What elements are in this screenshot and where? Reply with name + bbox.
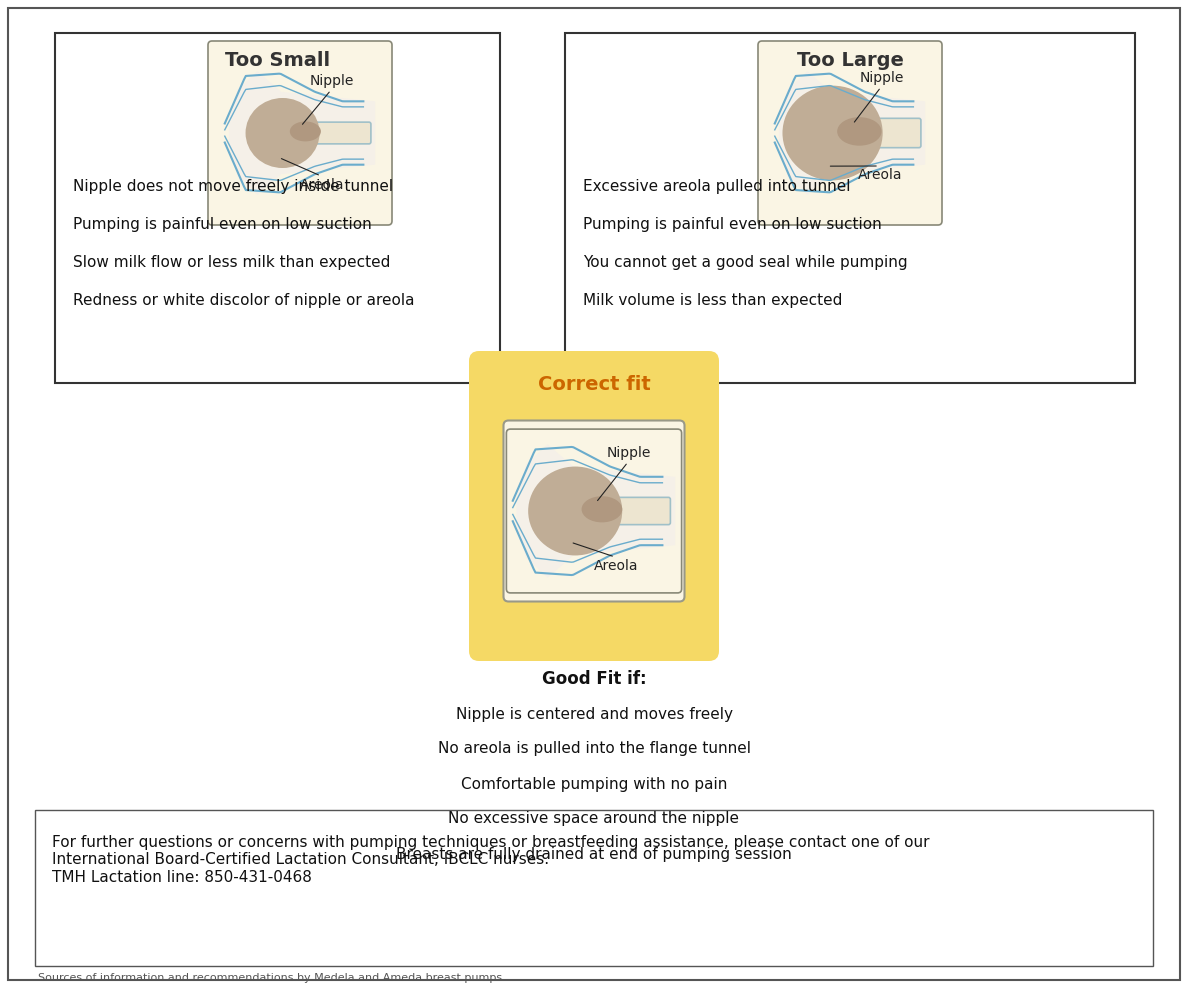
Text: Good Fit if:: Good Fit if: [542,670,646,688]
FancyBboxPatch shape [565,33,1135,383]
Text: Milk volume is less than expected: Milk volume is less than expected [583,293,842,308]
Text: Pumping is painful even on low suction: Pumping is painful even on low suction [583,217,881,232]
Text: Areola: Areola [594,559,638,573]
FancyBboxPatch shape [208,41,392,225]
FancyBboxPatch shape [766,48,934,217]
Text: Areola: Areola [858,168,902,182]
Text: No areola is pulled into the flange tunnel: No areola is pulled into the flange tunn… [437,742,751,757]
FancyBboxPatch shape [596,497,670,525]
Text: For further questions or concerns with pumping techniques or breastfeeding assis: For further questions or concerns with p… [52,835,929,885]
Text: Sources of information and recommendations by Medela and Ameda breast pumps: Sources of information and recommendatio… [38,973,503,983]
Text: Nipple is centered and moves freely: Nipple is centered and moves freely [455,706,733,721]
FancyBboxPatch shape [758,41,942,225]
FancyBboxPatch shape [504,421,684,602]
Ellipse shape [582,496,623,523]
Text: Nipple: Nipple [860,71,904,85]
Text: Correct fit: Correct fit [538,375,650,394]
Text: Nipple: Nipple [607,446,651,460]
Ellipse shape [246,98,320,168]
Text: Pumping is painful even on low suction: Pumping is painful even on low suction [72,217,372,232]
Ellipse shape [290,122,321,141]
FancyBboxPatch shape [469,351,719,661]
Text: Nipple: Nipple [310,74,354,88]
FancyBboxPatch shape [34,810,1154,966]
FancyBboxPatch shape [302,123,371,144]
FancyBboxPatch shape [55,33,500,383]
Polygon shape [517,445,675,578]
Polygon shape [779,71,925,195]
Text: No excessive space around the nipple: No excessive space around the nipple [449,811,739,827]
Text: Areola: Areola [299,178,345,192]
Text: Comfortable pumping with no pain: Comfortable pumping with no pain [461,777,727,791]
Text: Too Large: Too Large [797,51,903,70]
Text: You cannot get a good seal while pumping: You cannot get a good seal while pumping [583,256,908,271]
Text: Redness or white discolor of nipple or areola: Redness or white discolor of nipple or a… [72,293,415,308]
FancyBboxPatch shape [216,48,384,217]
Text: Nipple does not move freely inside tunnel: Nipple does not move freely inside tunne… [72,180,393,195]
Ellipse shape [838,118,881,145]
Polygon shape [229,71,375,195]
Text: Slow milk flow or less milk than expected: Slow milk flow or less milk than expecte… [72,256,391,271]
FancyBboxPatch shape [852,119,921,147]
Text: Excessive areola pulled into tunnel: Excessive areola pulled into tunnel [583,180,851,195]
Text: Breasts are fully drained at end of pumping session: Breasts are fully drained at end of pump… [396,847,792,862]
FancyBboxPatch shape [506,429,682,593]
Ellipse shape [783,86,883,181]
Ellipse shape [529,466,623,555]
Text: Too Small: Too Small [225,51,330,70]
